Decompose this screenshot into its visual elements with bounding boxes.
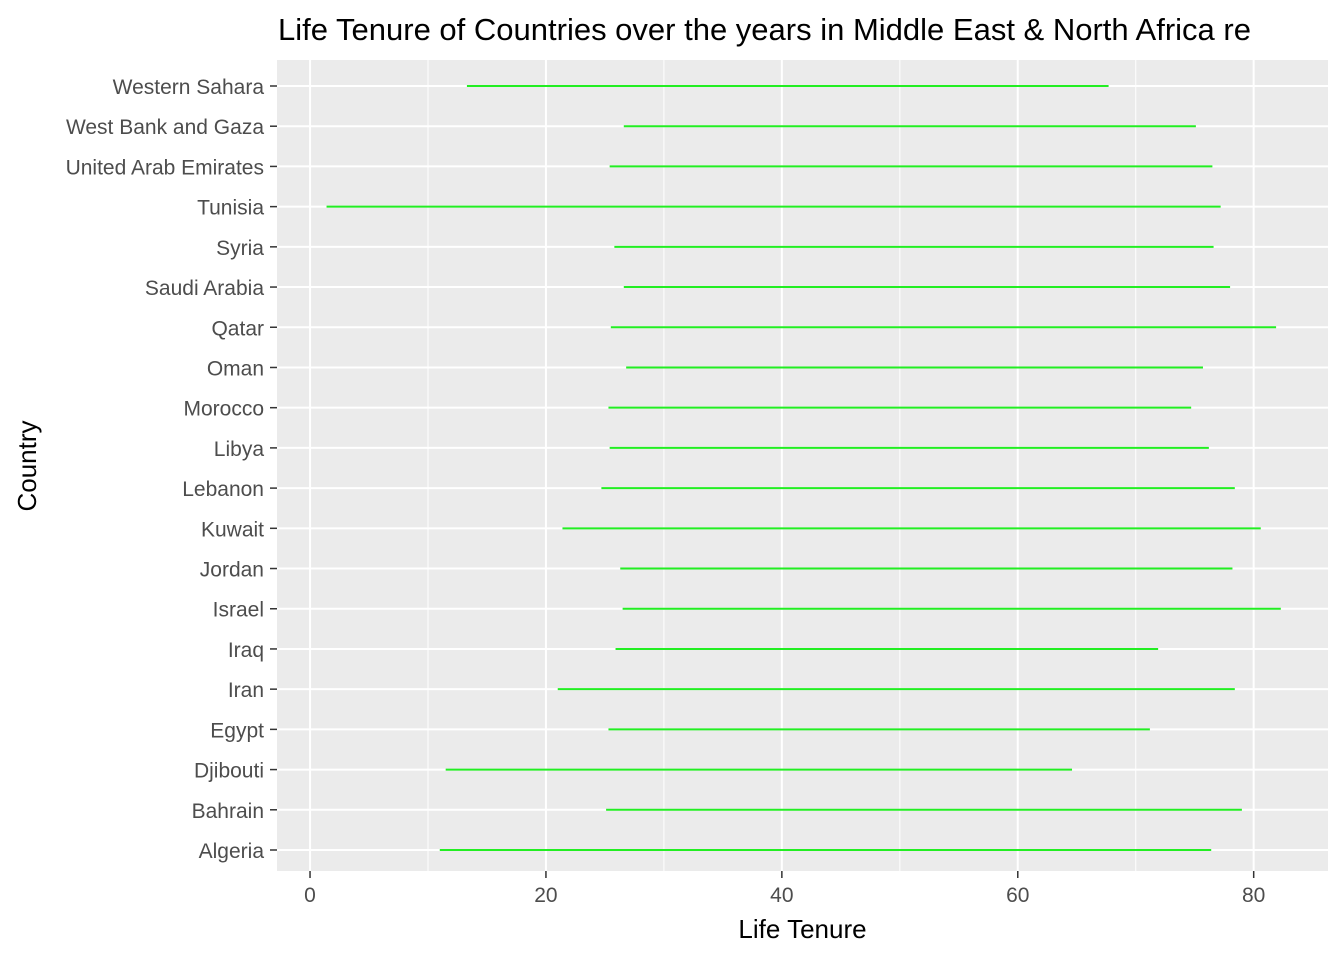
y-axis: Algeria Bahrain Djibouti Egypt Iran Iraq Israe… (66, 76, 277, 863)
x-tick-label: 20 (534, 884, 557, 907)
x-tick-label: 40 (770, 884, 793, 907)
panel-background (277, 60, 1328, 871)
x-axis-title: Life Tenure (738, 914, 866, 944)
y-tick-label: Iraq (228, 639, 264, 662)
minor-gridlines (427, 60, 1137, 871)
y-tick-label: Libya (214, 438, 265, 461)
y-tick-label: Djibouti (194, 760, 264, 783)
x-axis: 0 20 40 60 80 (304, 871, 1265, 907)
x-tick-label: 60 (1006, 884, 1029, 907)
y-tick-label: United Arab Emirates (66, 156, 264, 179)
y-tick-label: Saudi Arabia (145, 277, 264, 300)
life-tenure-segments (326, 85, 1281, 851)
y-tick-label: Qatar (211, 317, 264, 340)
y-tick-label: Morocco (183, 398, 264, 421)
y-tick-label: Kuwait (201, 518, 264, 541)
x-tick-label: 0 (304, 884, 316, 907)
y-tick-label: Egypt (210, 719, 264, 742)
y-tick-label: Syria (216, 237, 264, 260)
y-tick-label: Lebanon (182, 478, 264, 501)
y-tick-label: Western Sahara (113, 76, 265, 99)
chart-title: Life Tenure of Countries over the years … (278, 12, 1251, 47)
y-axis-title: Country (12, 420, 42, 511)
y-tick-label: Tunisia (197, 197, 264, 220)
y-tick-label: Israel (213, 599, 264, 622)
y-tick-label: Bahrain (192, 800, 264, 823)
y-tick-label: Algeria (199, 840, 265, 863)
y-tick-label: Jordan (200, 559, 264, 582)
y-tick-label: Iran (228, 679, 264, 702)
y-tick-label: Oman (207, 357, 264, 380)
x-tick-label: 80 (1242, 884, 1265, 907)
y-tick-label: West Bank and Gaza (66, 116, 264, 139)
